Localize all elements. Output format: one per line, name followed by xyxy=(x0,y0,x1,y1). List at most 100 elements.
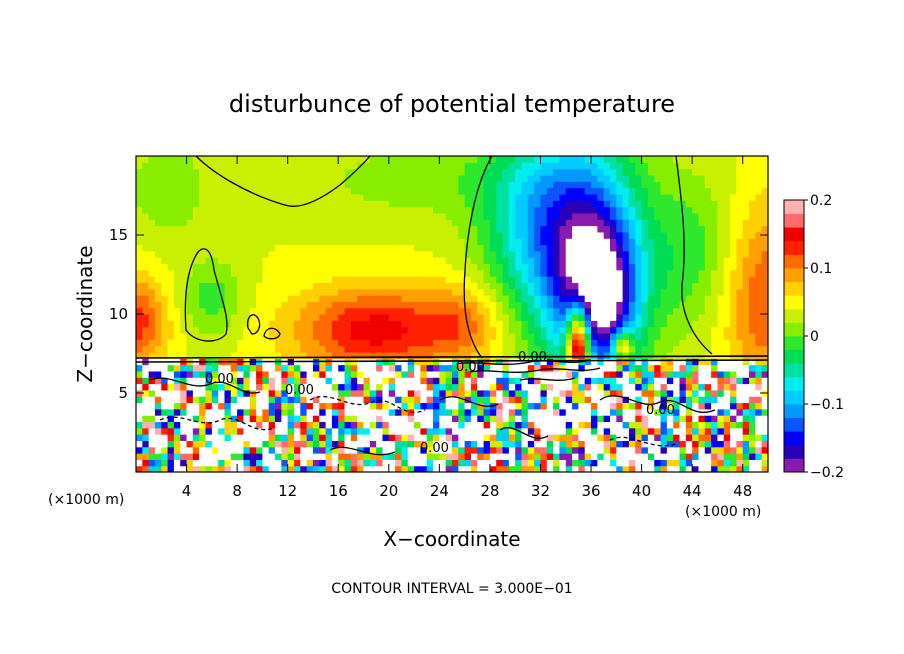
heatmap-cell xyxy=(262,276,270,283)
heatmap-cell xyxy=(470,162,478,170)
heatmap-cell xyxy=(306,156,314,163)
heatmap-cell xyxy=(230,263,238,271)
heatmap-cell xyxy=(597,345,605,353)
heatmap-cell xyxy=(281,332,289,340)
heatmap-cell xyxy=(616,396,624,404)
heatmap-cell xyxy=(445,370,453,378)
heatmap-cell xyxy=(477,446,485,454)
heatmap-cell xyxy=(666,351,674,359)
heatmap-cell xyxy=(173,440,181,448)
heatmap-cell xyxy=(173,421,181,429)
heatmap-cell xyxy=(666,156,674,163)
heatmap-cell xyxy=(312,326,320,334)
heatmap-cell xyxy=(154,402,162,410)
heatmap-cell xyxy=(407,269,415,277)
heatmap-cell xyxy=(660,389,668,397)
heatmap-cell xyxy=(749,434,756,441)
heatmap-cell xyxy=(148,408,156,416)
heatmap-cell xyxy=(369,187,377,195)
heatmap-cell xyxy=(477,193,485,201)
heatmap-cell xyxy=(167,250,175,258)
heatmap-cell xyxy=(622,307,630,315)
heatmap-cell xyxy=(704,269,712,277)
heatmap-cell xyxy=(502,257,510,265)
heatmap-cell xyxy=(647,415,655,423)
heatmap-cell xyxy=(546,206,554,214)
heatmap-cell xyxy=(521,200,529,208)
heatmap-cell xyxy=(262,174,270,182)
heatmap-cell xyxy=(723,377,731,385)
heatmap-cell xyxy=(666,162,674,170)
heatmap-cell xyxy=(546,263,554,271)
heatmap-cell xyxy=(344,389,352,397)
heatmap-cell xyxy=(572,389,579,397)
heatmap-cell xyxy=(395,453,403,460)
heatmap-cell xyxy=(306,320,314,328)
heatmap-cell xyxy=(647,276,655,283)
heatmap-cell xyxy=(679,162,687,170)
heatmap-cell xyxy=(698,212,706,220)
heatmap-cell xyxy=(154,351,162,359)
heatmap-cell xyxy=(603,295,611,302)
heatmap-cell xyxy=(452,231,459,239)
heatmap-cell xyxy=(622,212,630,220)
heatmap-cell xyxy=(439,263,447,271)
heatmap-cell xyxy=(464,370,472,378)
heatmap-cell xyxy=(154,307,162,315)
heatmap-cell xyxy=(262,396,270,404)
heatmap-cell xyxy=(205,370,213,378)
heatmap-cell xyxy=(502,276,510,283)
heatmap-cell xyxy=(723,244,731,252)
heatmap-cell xyxy=(142,181,150,189)
heatmap-cell xyxy=(515,282,523,290)
heatmap-cell xyxy=(401,168,409,176)
heatmap-cell xyxy=(350,332,358,340)
heatmap-cell xyxy=(287,377,295,385)
heatmap-cell xyxy=(426,301,434,309)
heatmap-cell xyxy=(654,465,662,472)
heatmap-cell xyxy=(515,383,523,391)
heatmap-cell xyxy=(205,326,213,334)
heatmap-cell xyxy=(736,238,744,246)
heatmap-cell xyxy=(161,187,169,195)
heatmap-cell xyxy=(647,174,655,182)
heatmap-cell xyxy=(673,314,681,321)
heatmap-cell xyxy=(527,282,535,290)
heatmap-cell xyxy=(154,427,162,435)
heatmap-cell xyxy=(376,389,384,397)
heatmap-cell xyxy=(224,383,232,391)
heatmap-cell xyxy=(275,377,282,385)
heatmap-cell xyxy=(142,314,150,321)
heatmap-cell xyxy=(382,427,390,435)
heatmap-cell xyxy=(256,459,263,467)
heatmap-cell xyxy=(591,206,598,214)
heatmap-cell xyxy=(161,427,169,435)
heatmap-cell xyxy=(192,187,200,195)
heatmap-cell xyxy=(553,427,561,435)
heatmap-cell xyxy=(553,402,561,410)
heatmap-cell xyxy=(230,187,238,195)
heatmap-cell xyxy=(742,269,750,277)
heatmap-cell xyxy=(230,162,238,170)
heatmap-cell xyxy=(306,377,314,385)
heatmap-cell xyxy=(433,421,440,429)
heatmap-cell xyxy=(281,314,289,321)
heatmap-cell xyxy=(218,244,226,252)
heatmap-cell xyxy=(161,288,169,296)
heatmap-cell xyxy=(382,288,390,296)
heatmap-cell xyxy=(584,364,592,372)
heatmap-cell xyxy=(641,162,649,170)
heatmap-cell xyxy=(306,295,314,302)
heatmap-cell xyxy=(211,200,219,208)
heatmap-cell xyxy=(489,276,497,283)
heatmap-cell xyxy=(685,295,693,302)
heatmap-cell xyxy=(749,377,756,385)
heatmap-cell xyxy=(268,269,276,277)
heatmap-cell xyxy=(521,238,529,246)
heatmap-cell xyxy=(439,453,447,460)
heatmap-cell xyxy=(502,225,510,233)
heatmap-cell xyxy=(161,326,169,334)
heatmap-cell xyxy=(205,219,213,227)
heatmap-cell xyxy=(610,459,617,467)
heatmap-cell xyxy=(654,206,662,214)
